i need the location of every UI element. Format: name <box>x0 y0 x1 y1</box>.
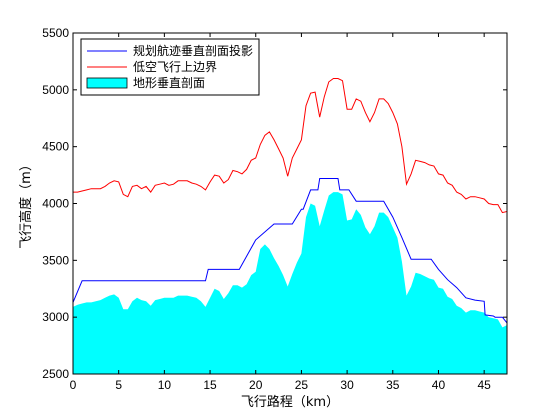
x-tick-label: 35 <box>386 378 400 392</box>
x-tick-label: 20 <box>249 378 263 392</box>
x-tick-label: 25 <box>295 378 309 392</box>
y-tick-label: 4000 <box>42 197 69 211</box>
legend-entry-label: 规划航迹垂直剖面投影 <box>133 43 253 58</box>
y-axis-title: 飞行高度（m） <box>18 158 34 249</box>
x-tick-label: 40 <box>432 378 446 392</box>
y-tick-label: 3500 <box>42 253 69 267</box>
x-tick-label: 30 <box>340 378 354 392</box>
x-tick-label: 15 <box>203 378 217 392</box>
x-axis-title: 飞行路程（km） <box>241 394 339 410</box>
y-tick-label: 4500 <box>42 140 69 154</box>
legend-entry-label: 地形垂直剖面 <box>133 76 205 90</box>
x-tick-label: 10 <box>158 378 172 392</box>
y-tick-label: 2500 <box>42 367 69 381</box>
y-tick-label: 3000 <box>42 310 69 324</box>
y-tick-label: 5000 <box>42 83 69 97</box>
legend-swatch <box>87 78 127 88</box>
x-tick-label: 45 <box>477 378 491 392</box>
legend-entry-label: 低空飞行上边界 <box>133 60 217 74</box>
x-tick-label: 0 <box>70 378 77 392</box>
x-tick-label: 5 <box>115 378 122 392</box>
y-tick-label: 5500 <box>42 26 69 40</box>
